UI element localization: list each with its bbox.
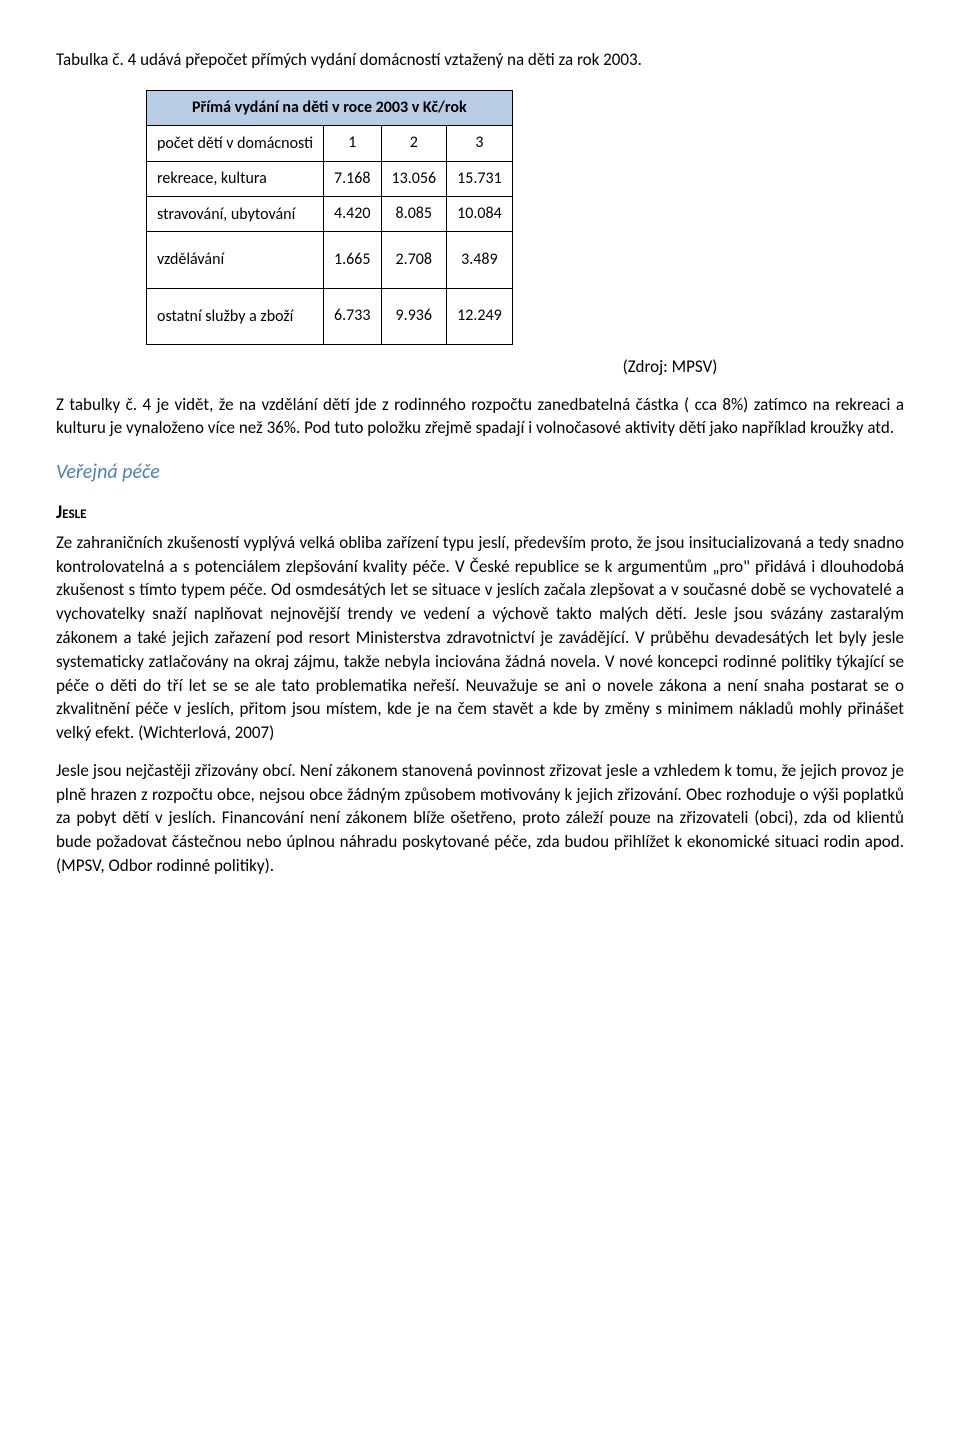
cell: 7.168 <box>324 161 381 196</box>
cell: 8.085 <box>381 196 447 231</box>
cell: 15.731 <box>447 161 513 196</box>
paragraph-3: Jesle jsou nejčastěji zřizovány obcí. Ne… <box>56 759 904 878</box>
table-row: rekreace, kultura 7.168 13.056 15.731 <box>147 161 513 196</box>
cell: 4.420 <box>324 196 381 231</box>
subheading-jesle-text: Jesle <box>56 501 87 524</box>
section-title-verejna-pece: Veřejná péče <box>56 458 904 486</box>
cell: 3 <box>447 126 513 161</box>
row-label: rekreace, kultura <box>147 161 324 196</box>
cell: 6.733 <box>324 288 381 344</box>
cell: 2.708 <box>381 232 447 288</box>
row-label: stravování, ubytování <box>147 196 324 231</box>
cell: 12.249 <box>447 288 513 344</box>
intro-text: Tabulka č. 4 udává přepočet přímých vydá… <box>56 48 904 72</box>
cell: 1.665 <box>324 232 381 288</box>
paragraph-2: Ze zahraničních zkušeností vyplývá velká… <box>56 531 904 745</box>
cell: 10.084 <box>447 196 513 231</box>
expenditure-table: Přímá vydání na děti v roce 2003 v Kč/ro… <box>146 90 904 345</box>
cell: 1 <box>324 126 381 161</box>
cell: 9.936 <box>381 288 447 344</box>
paragraph-1: Z tabulky č. 4 je vidět, že na vzdělání … <box>56 393 904 441</box>
cell: 3.489 <box>447 232 513 288</box>
row-label: ostatní služby a zboží <box>147 288 324 344</box>
table-row: ostatní služby a zboží 6.733 9.936 12.24… <box>147 288 513 344</box>
table-title: Přímá vydání na děti v roce 2003 v Kč/ro… <box>147 90 513 125</box>
cell: 13.056 <box>381 161 447 196</box>
subheading-jesle: Jesle <box>56 500 904 527</box>
row-label: počet dětí v domácnosti <box>147 126 324 161</box>
table-source: (Zdroj: MPSV) <box>436 355 904 379</box>
row-label: vzdělávání <box>147 232 324 288</box>
table-row: stravování, ubytování 4.420 8.085 10.084 <box>147 196 513 231</box>
cell: 2 <box>381 126 447 161</box>
table-row: vzdělávání 1.665 2.708 3.489 <box>147 232 513 288</box>
table-row: počet dětí v domácnosti 1 2 3 <box>147 126 513 161</box>
